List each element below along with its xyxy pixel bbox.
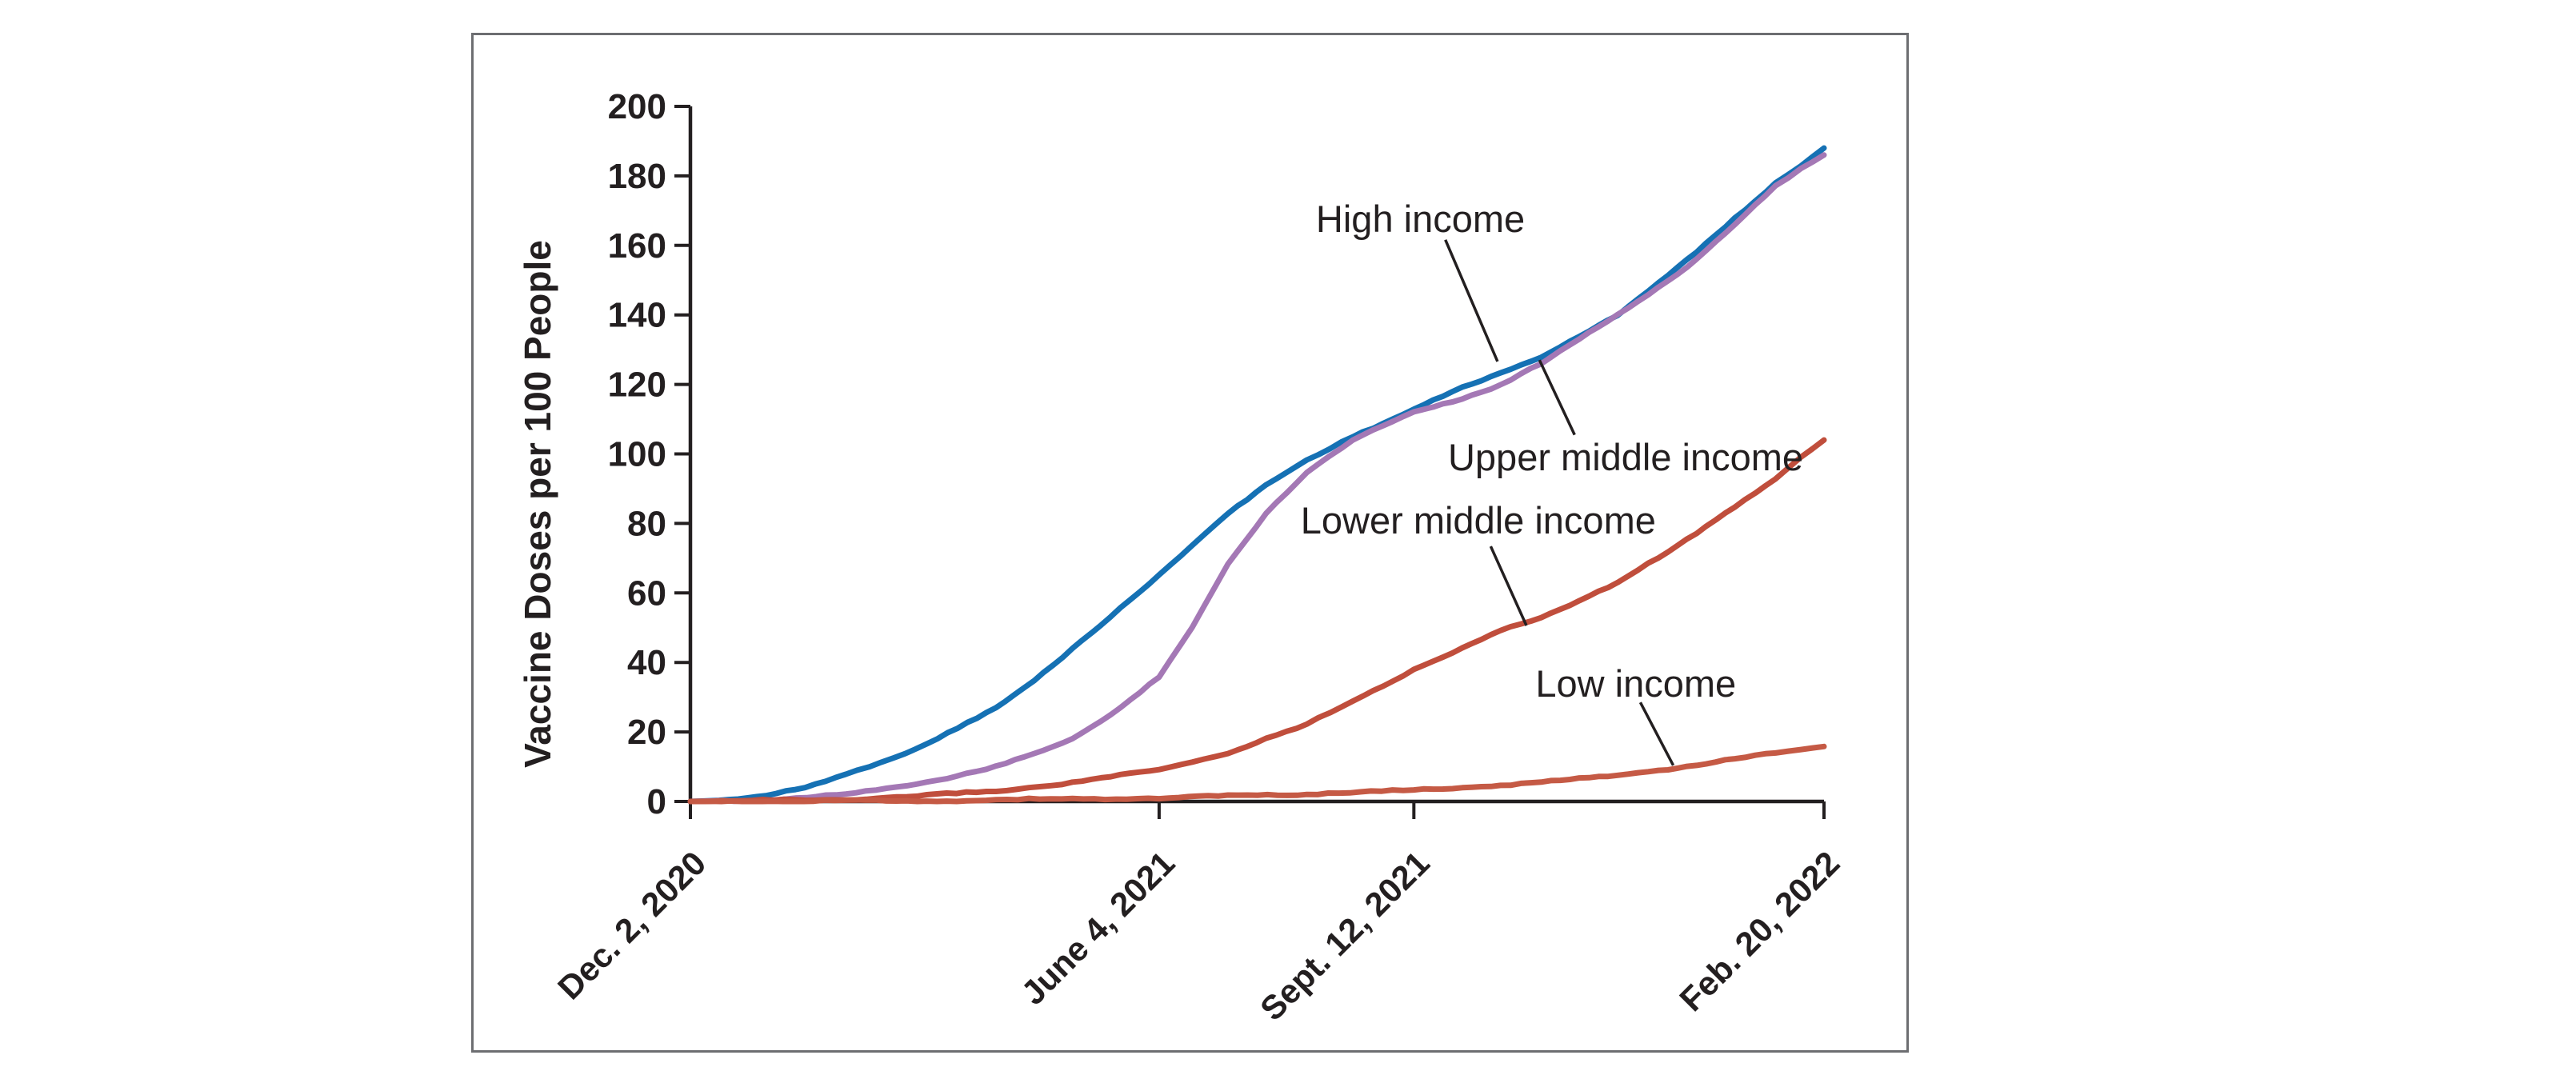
line-upper-middle-income [687,152,1827,805]
y-tick-label: 180 [608,157,666,196]
y-tick-label: 20 [627,713,666,752]
leader-line-low-income [1638,701,1675,766]
y-tick-label: 160 [608,226,666,266]
y-tick-label: 140 [608,296,666,335]
y-tick-label: 40 [627,643,666,682]
y-tick-label: 200 [608,87,666,126]
series-label-low-income: Low income [1535,662,1736,705]
series-label-upper-middle-income: Upper middle income [1448,436,1803,478]
leader-line-lower-middle-income [1489,546,1528,626]
figure-border [471,33,1909,1053]
series-label-high-income: High income [1316,198,1525,240]
series-label-lower-middle-income: Lower middle income [1301,499,1656,542]
line-low-income [687,743,1827,805]
y-axis-title: Vaccine Doses per 100 People [517,240,558,768]
y-tick-label: 80 [627,504,666,543]
leader-line-upper-middle-income [1538,359,1576,436]
y-tick-label: 0 [647,782,666,821]
y-tick-label: 120 [608,366,666,405]
y-tick-label: 60 [627,573,666,613]
leader-line-high-income [1444,239,1499,362]
y-tick-label: 100 [608,435,666,474]
